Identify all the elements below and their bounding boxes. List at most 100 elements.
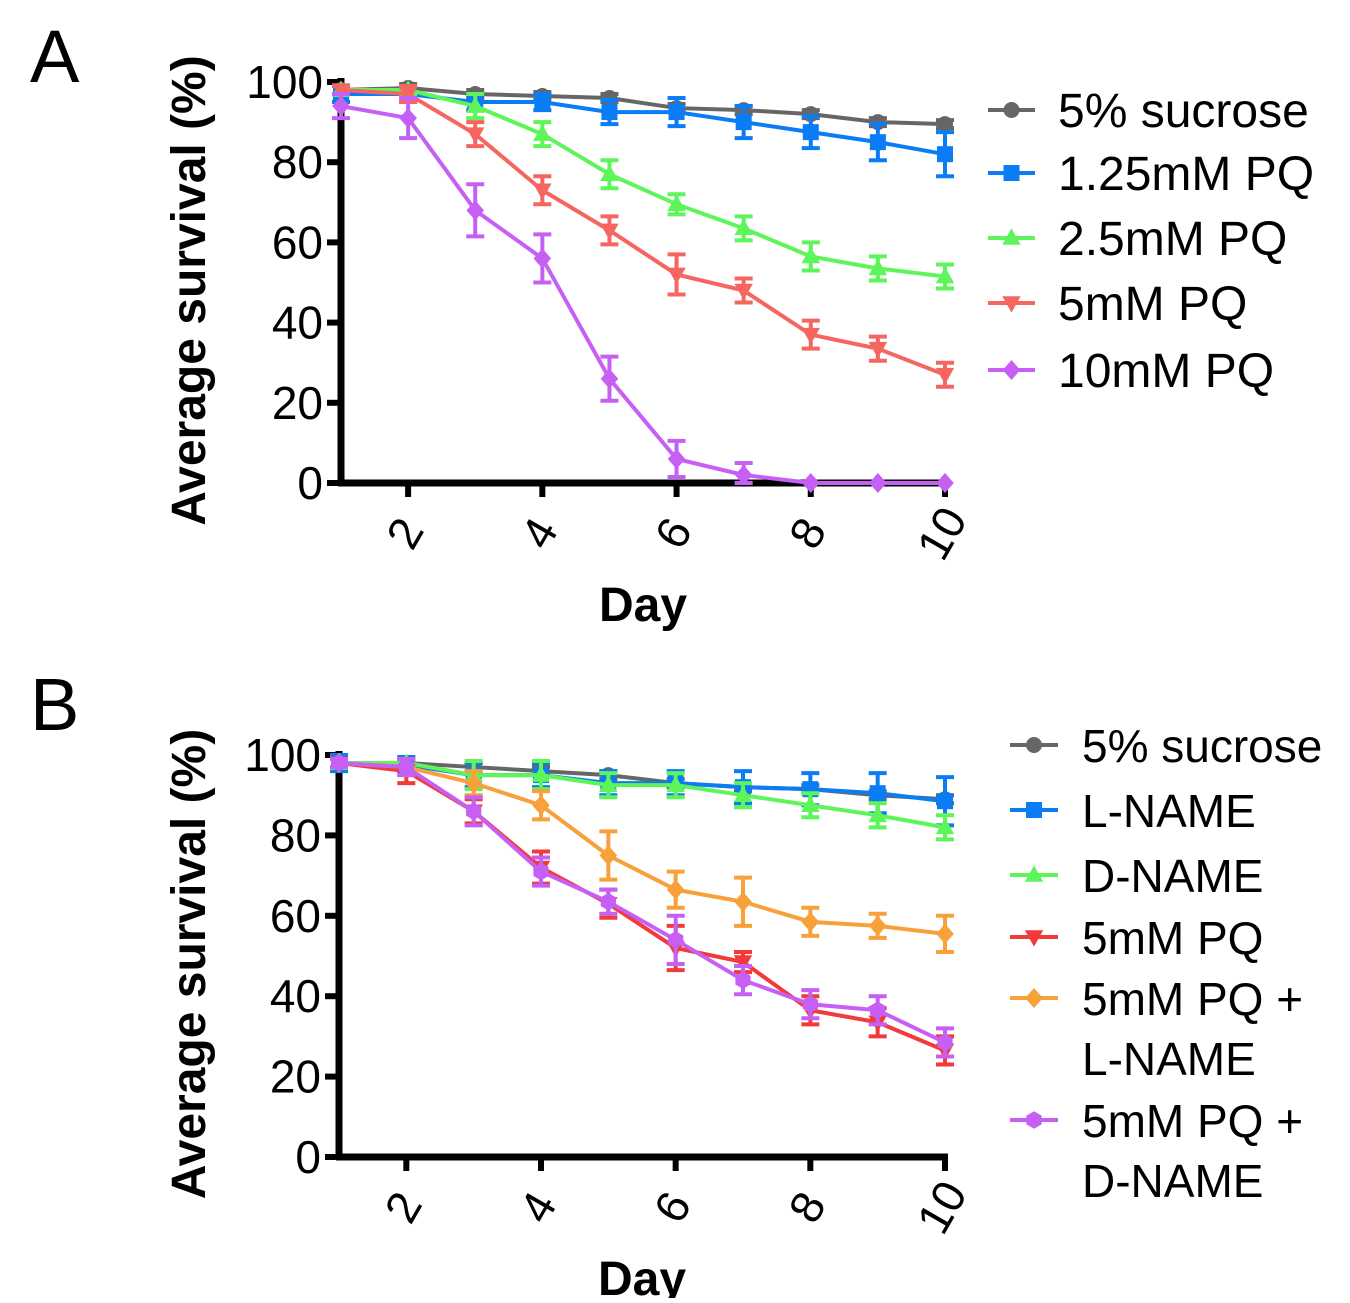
x-tick-label: 6: [643, 1183, 701, 1231]
legend-marker: [1003, 102, 1020, 118]
legend-label: D-NAME: [1082, 1155, 1263, 1207]
data-point: [935, 266, 955, 284]
y-tick-label: 60: [272, 216, 323, 268]
y-axis-label: Average survival (%): [163, 55, 216, 525]
legend-item: 5mM PQ + L-NAME: [1010, 973, 1303, 1085]
legend-item: 5% sucrose: [988, 85, 1309, 138]
y-tick-label: 80: [272, 136, 323, 188]
data-point: [666, 775, 685, 792]
data-point: [531, 765, 551, 782]
x-tick-label: 8: [779, 509, 837, 557]
data-point: [331, 754, 347, 772]
legend-marker: [1002, 296, 1021, 313]
legend-label: D-NAME: [1082, 850, 1263, 902]
legend-label: 5mM PQ +: [1082, 1095, 1303, 1147]
data-point: [801, 246, 820, 264]
x-tick-label: 6: [644, 509, 702, 557]
y-tick-label: 0: [297, 457, 323, 509]
data-point: [667, 194, 686, 212]
data-point: [601, 104, 618, 121]
legend-label: 1.25mM PQ: [1058, 148, 1314, 201]
data-point: [599, 845, 618, 866]
y-tick-label: 100: [244, 729, 321, 781]
data-point: [935, 817, 955, 835]
y-tick-label: 20: [270, 1051, 321, 1103]
legend-item: 5% sucrose: [1010, 720, 1322, 772]
data-point: [935, 367, 955, 385]
series-line: [339, 761, 946, 830]
data-point: [532, 795, 550, 816]
data-point: [600, 892, 616, 911]
legend-marker: [1002, 360, 1021, 380]
series-line: [340, 88, 946, 377]
data-point: [734, 464, 753, 485]
data-point: [936, 473, 954, 493]
legend-marker: [1025, 988, 1043, 1008]
y-tick-label: 20: [272, 377, 323, 429]
data-point: [868, 915, 887, 936]
data-point: [600, 164, 619, 182]
series-5mm-pq-d-name: [330, 754, 954, 1059]
x-tick-label: 2: [376, 509, 434, 557]
legend-label: 5mM PQ: [1082, 912, 1263, 964]
legend-label: L-NAME: [1082, 785, 1256, 837]
data-point: [733, 955, 753, 972]
data-point: [802, 995, 818, 1014]
data-point: [533, 183, 552, 200]
data-point: [802, 124, 819, 141]
legend-label: L-NAME: [1082, 1033, 1256, 1085]
series-line: [338, 761, 946, 936]
legend-marker: [1002, 228, 1021, 245]
data-point: [398, 87, 418, 104]
data-point: [734, 218, 753, 236]
series-line: [338, 761, 946, 1045]
y-tick-label: 60: [270, 890, 321, 942]
y-tick-label: 100: [246, 56, 323, 108]
data-point: [735, 114, 752, 131]
data-point: [533, 248, 552, 269]
data-point: [870, 1001, 886, 1020]
legend-item: 2.5mM PQ: [988, 213, 1287, 266]
series-5mm-pq: [329, 756, 955, 1067]
legend-item: 1.25mM PQ: [988, 148, 1314, 201]
data-point: [869, 473, 887, 493]
series-1-25mm-pq: [332, 84, 954, 179]
data-point: [464, 773, 483, 794]
data-point: [466, 200, 485, 221]
data-point: [668, 104, 685, 121]
y-tick-label: 80: [270, 809, 321, 861]
data-point: [868, 805, 887, 823]
data-point: [466, 96, 485, 113]
x-tick-label: 10: [906, 1172, 977, 1242]
x-tick-label: 10: [906, 498, 977, 568]
panel-b: B 0 20 40 60 80 100 2 4 6 8 10 Day Average survival (…: [30, 663, 1322, 1303]
legend-item: D-NAME: [1010, 850, 1263, 902]
data-point: [733, 785, 753, 802]
data-point: [332, 96, 350, 117]
panel-letter: A: [30, 15, 80, 98]
y-axis-label: Average survival (%): [163, 729, 216, 1199]
data-point: [869, 134, 886, 151]
data-point: [466, 127, 485, 144]
legend-marker: [1024, 865, 1044, 882]
y-tick-label: 40: [270, 970, 321, 1022]
data-point: [868, 258, 888, 276]
legend-marker: [1026, 1111, 1042, 1129]
data-point: [533, 862, 549, 881]
data-point: [801, 473, 820, 493]
data-point: [466, 802, 482, 821]
data-point: [600, 368, 619, 389]
series-d-name: [329, 753, 955, 842]
x-axis-label: Day: [598, 1253, 686, 1298]
legend-label: 5% sucrose: [1058, 85, 1309, 138]
data-point: [734, 891, 752, 912]
panel-a: A 0 20 40 60 80 100 2 4 6 8 10 Day Average survival (…: [30, 15, 1314, 632]
data-point: [668, 931, 684, 949]
series-10mm-pq: [332, 92, 954, 493]
legend-marker: [1026, 802, 1042, 818]
x-axis-label: Day: [599, 579, 687, 632]
data-point: [801, 327, 820, 345]
data-point: [937, 146, 953, 163]
x-tick-label: 4: [510, 509, 568, 557]
legend-label: 10mM PQ: [1058, 345, 1274, 398]
